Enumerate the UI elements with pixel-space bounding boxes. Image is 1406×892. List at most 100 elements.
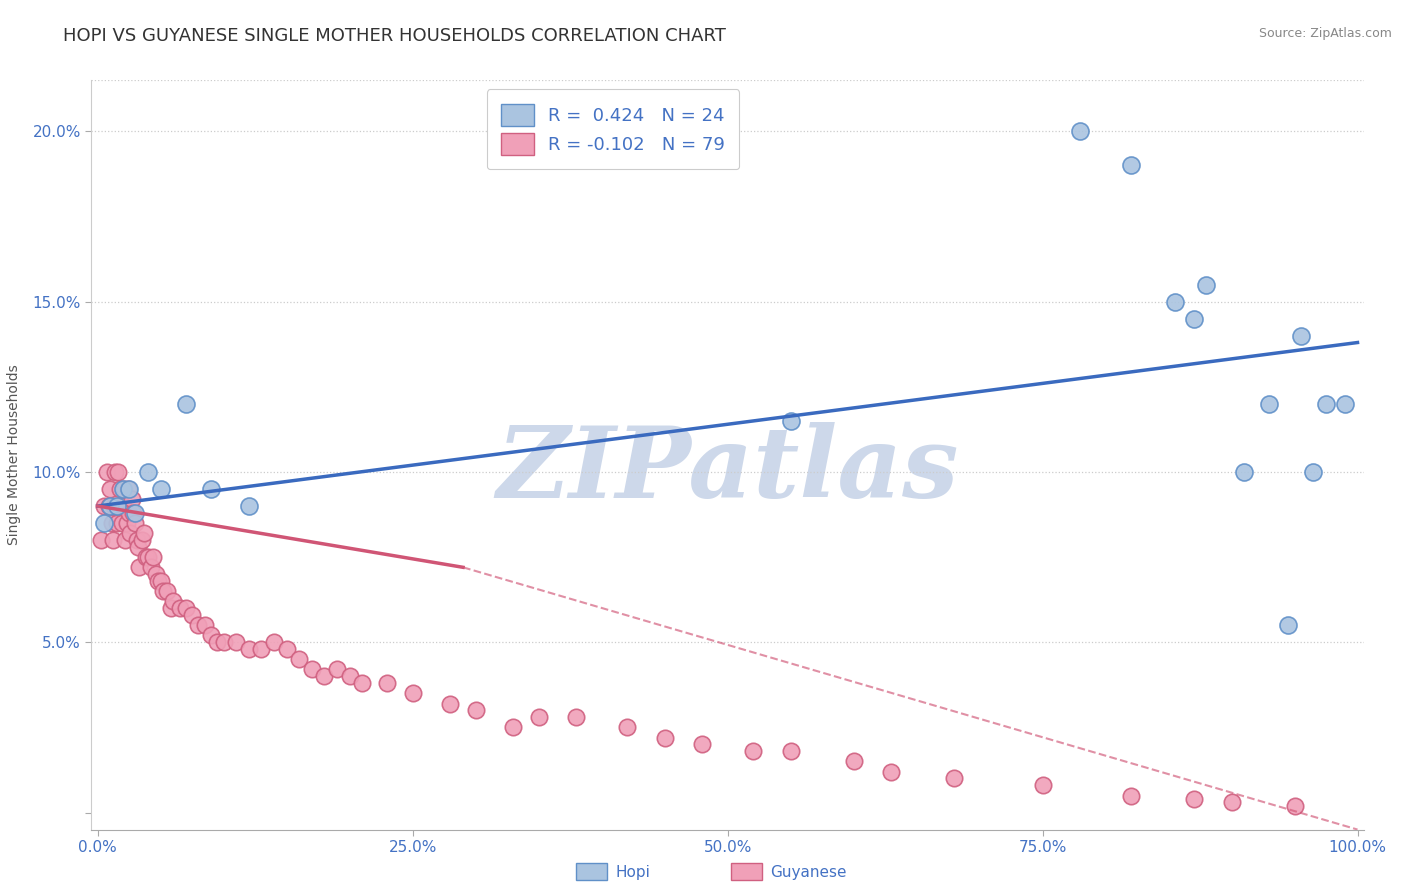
Point (1164, 294, 1187, 309)
Point (1119, 158, 1142, 172)
Point (149, 574, 172, 588)
Point (1069, 124, 1091, 138)
Point (98, 499, 121, 513)
Point (145, 567, 167, 582)
Point (1277, 618, 1299, 632)
Text: Guyanese: Guyanese (770, 865, 846, 880)
Point (162, 594, 184, 608)
Point (439, 697, 461, 711)
Point (401, 686, 423, 700)
Point (339, 669, 361, 683)
Point (1182, 311, 1205, 326)
Point (111, 516, 134, 530)
Point (127, 540, 149, 554)
Y-axis label: Single Mother Households: Single Mother Households (7, 365, 21, 545)
Point (105, 516, 128, 530)
Point (779, 414, 801, 428)
Point (169, 601, 191, 615)
Text: Source: ZipAtlas.com: Source: ZipAtlas.com (1258, 27, 1392, 40)
Point (124, 516, 146, 530)
Point (1334, 397, 1357, 411)
Point (880, 764, 903, 779)
Point (187, 618, 209, 632)
Point (96, 465, 118, 479)
Point (565, 710, 588, 724)
Point (1315, 397, 1337, 411)
Point (1220, 795, 1243, 809)
Point (107, 465, 129, 479)
Point (238, 642, 260, 657)
Point (616, 720, 638, 734)
Point (194, 618, 217, 632)
Point (1302, 465, 1324, 479)
Point (654, 731, 676, 745)
Point (98, 499, 121, 513)
Point (943, 772, 966, 786)
Point (502, 720, 524, 734)
Point (149, 482, 172, 496)
Legend: R =  0.424   N = 24, R = -0.102   N = 79: R = 0.424 N = 24, R = -0.102 N = 79 (486, 89, 740, 169)
Point (152, 584, 174, 599)
Point (1233, 465, 1256, 479)
Point (326, 663, 349, 677)
Point (105, 499, 128, 513)
Point (134, 526, 156, 541)
Text: HOPI VS GUYANESE SINGLE MOTHER HOUSEHOLDS CORRELATION CHART: HOPI VS GUYANESE SINGLE MOTHER HOUSEHOLD… (63, 27, 725, 45)
Point (114, 533, 136, 547)
Point (225, 635, 247, 649)
Text: Hopi: Hopi (616, 865, 651, 880)
Point (1032, 778, 1054, 792)
Point (1289, 328, 1312, 343)
Point (301, 663, 323, 677)
Point (1258, 397, 1281, 411)
Point (135, 550, 157, 565)
Point (377, 676, 399, 690)
Point (1119, 789, 1142, 803)
Point (1284, 798, 1306, 813)
Point (121, 492, 143, 507)
Point (93, 499, 115, 513)
Point (100, 516, 122, 530)
Point (1182, 792, 1205, 806)
Point (93, 516, 115, 530)
Point (103, 499, 125, 513)
Point (156, 584, 179, 599)
Point (842, 755, 865, 769)
Point (352, 676, 374, 690)
Point (98, 482, 121, 496)
Point (101, 533, 124, 547)
Point (212, 635, 235, 649)
Point (125, 533, 148, 547)
Point (207, 635, 229, 649)
Text: ZIPatlas: ZIPatlas (496, 422, 959, 518)
Point (200, 482, 222, 496)
Point (111, 499, 134, 513)
Point (250, 642, 273, 657)
Point (238, 499, 260, 513)
Point (122, 506, 145, 520)
Point (104, 465, 127, 479)
Point (139, 560, 162, 574)
Point (159, 601, 181, 615)
Point (142, 550, 165, 565)
Point (288, 652, 311, 666)
Point (464, 703, 486, 717)
Point (136, 550, 159, 565)
Point (112, 482, 135, 496)
Point (692, 738, 714, 752)
Point (314, 669, 336, 683)
Point (181, 607, 204, 622)
Point (118, 506, 141, 520)
Point (124, 506, 146, 520)
Point (120, 526, 142, 541)
Point (110, 482, 132, 496)
Point (128, 560, 150, 574)
Point (118, 482, 141, 496)
Point (1195, 277, 1218, 292)
Point (90, 533, 112, 547)
Point (108, 499, 131, 513)
Point (263, 635, 285, 649)
Point (136, 465, 159, 479)
Point (174, 397, 197, 411)
Point (117, 482, 139, 496)
